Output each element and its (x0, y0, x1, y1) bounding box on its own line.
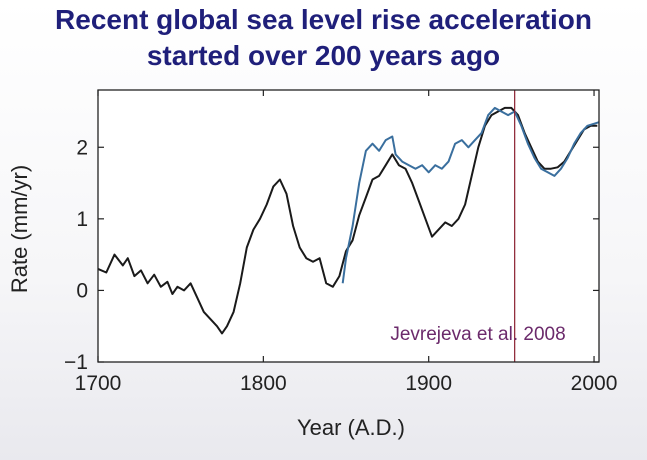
x-tick-label: 1700 (75, 372, 122, 395)
x-tick-label: 1900 (405, 372, 452, 395)
title-line-1: Recent global sea level rise acceleratio… (55, 4, 592, 35)
y-tick-label: 0 (76, 279, 88, 302)
x-tick-label: 2000 (571, 372, 618, 395)
x-tick-label: 1800 (240, 372, 287, 395)
y-tick-label: 2 (76, 136, 88, 159)
y-tick-label: 1 (76, 208, 88, 231)
title-line-2: started over 200 years ago (146, 40, 501, 71)
plot-frame (97, 89, 600, 363)
plot-area (98, 90, 599, 362)
y-axis-label: Rate (mm/yr) (7, 165, 32, 293)
y-tick-label: −1 (64, 351, 88, 374)
annotation-label: Jevrejeva et al. 2008 (390, 324, 565, 345)
x-axis-label: Year (A.D.) (297, 415, 405, 440)
series-line-2 (341, 106, 600, 284)
series-line-1 (97, 106, 598, 335)
